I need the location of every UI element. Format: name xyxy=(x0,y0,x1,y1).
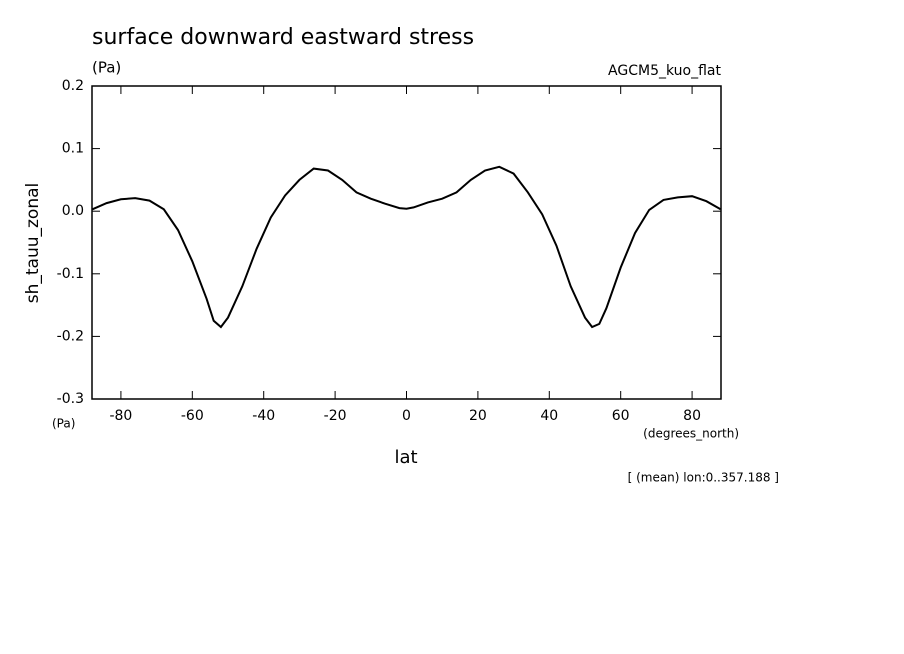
y-tick-label: -0.1 xyxy=(57,266,84,282)
x-axis-label: lat xyxy=(394,447,417,468)
y-tick-label: 0.0 xyxy=(62,203,84,219)
chart-title: surface downward eastward stress xyxy=(92,25,474,50)
x-unit: (degrees_north) xyxy=(643,427,739,441)
y-tick-label: -0.3 xyxy=(57,391,84,407)
plot-frame xyxy=(91,85,722,400)
data-line xyxy=(91,165,722,329)
x-tick-label: -20 xyxy=(324,408,347,424)
x-tick-label: 80 xyxy=(683,408,701,424)
subtitle: (Pa) xyxy=(92,59,121,77)
y-tick-label: 0.2 xyxy=(62,78,84,94)
x-tick-label: -60 xyxy=(181,408,204,424)
x-tick-label: 40 xyxy=(540,408,558,424)
annotation: AGCM5_kuo_flat xyxy=(608,63,721,79)
x-tick-label: -40 xyxy=(252,408,275,424)
x-tick-label: 60 xyxy=(612,408,630,424)
footnote: [ (mean) lon:0..357.188 ] xyxy=(628,471,779,485)
y-tick-label: 0.1 xyxy=(62,141,84,157)
y-axis-label: sh_tauu_zonal xyxy=(23,183,43,304)
y-tick-label: -0.2 xyxy=(57,328,84,344)
y-unit: (Pa) xyxy=(52,417,75,431)
x-tick-label: 20 xyxy=(469,408,487,424)
x-tick-label: -80 xyxy=(109,408,132,424)
x-tick-label: 0 xyxy=(402,408,411,424)
